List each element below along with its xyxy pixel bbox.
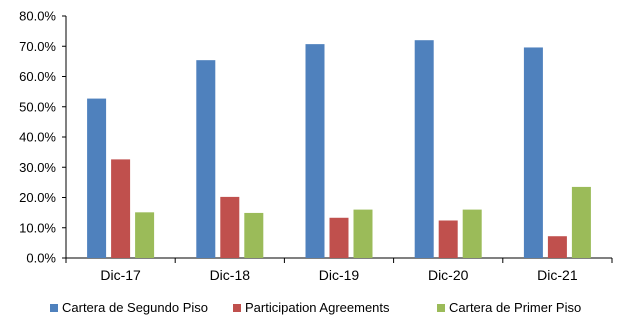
bar-3 [244, 212, 264, 258]
bar-2 [220, 196, 240, 258]
bar-1 [414, 40, 434, 259]
y-tick-label: 80.0% [19, 9, 56, 24]
y-tick-label: 20.0% [19, 190, 56, 205]
x-tick-label: Dic-21 [537, 267, 578, 283]
bar-1 [523, 47, 543, 259]
y-tick-label: 0.0% [26, 251, 56, 266]
bar-2 [111, 159, 131, 258]
y-tick-label: 40.0% [19, 130, 56, 145]
bars [87, 40, 591, 259]
legend-label: Participation Agreements [245, 300, 390, 315]
bar-2 [438, 220, 458, 258]
y-axis: 0.0% 10.0% 20.0% 30.0% 40.0% 50.0% 60.0% 70.0% 8… [19, 9, 67, 266]
x-tick-label: Dic-18 [210, 267, 251, 283]
legend-swatch [50, 304, 58, 312]
y-tick-label: 60.0% [19, 69, 56, 84]
y-tick-label: 70.0% [19, 39, 56, 54]
legend-swatch [437, 304, 445, 312]
bar-3 [353, 209, 373, 258]
y-tick-label: 50.0% [19, 99, 56, 114]
legend-label: Cartera de Primer Piso [449, 300, 581, 315]
bar-2 [329, 217, 349, 258]
bar-2 [547, 236, 567, 258]
bar-1 [305, 44, 325, 258]
x-axis: Dic-17 Dic-18 Dic-19 Dic-20 Dic-21 [65, 257, 613, 283]
bar-1 [196, 60, 216, 258]
legend: Cartera de Segundo Piso Participation Agr… [50, 300, 581, 315]
bar-3 [462, 209, 482, 258]
bar-3 [135, 212, 155, 258]
bar-3 [571, 186, 591, 258]
y-tick-label: 30.0% [19, 160, 56, 175]
legend-swatch [233, 304, 241, 312]
bar-1 [87, 98, 107, 259]
y-tick-label: 10.0% [19, 220, 56, 235]
x-tick-label: Dic-17 [100, 267, 141, 283]
legend-label: Cartera de Segundo Piso [62, 300, 208, 315]
x-tick-label: Dic-19 [319, 267, 360, 283]
x-tick-label: Dic-20 [428, 267, 469, 283]
